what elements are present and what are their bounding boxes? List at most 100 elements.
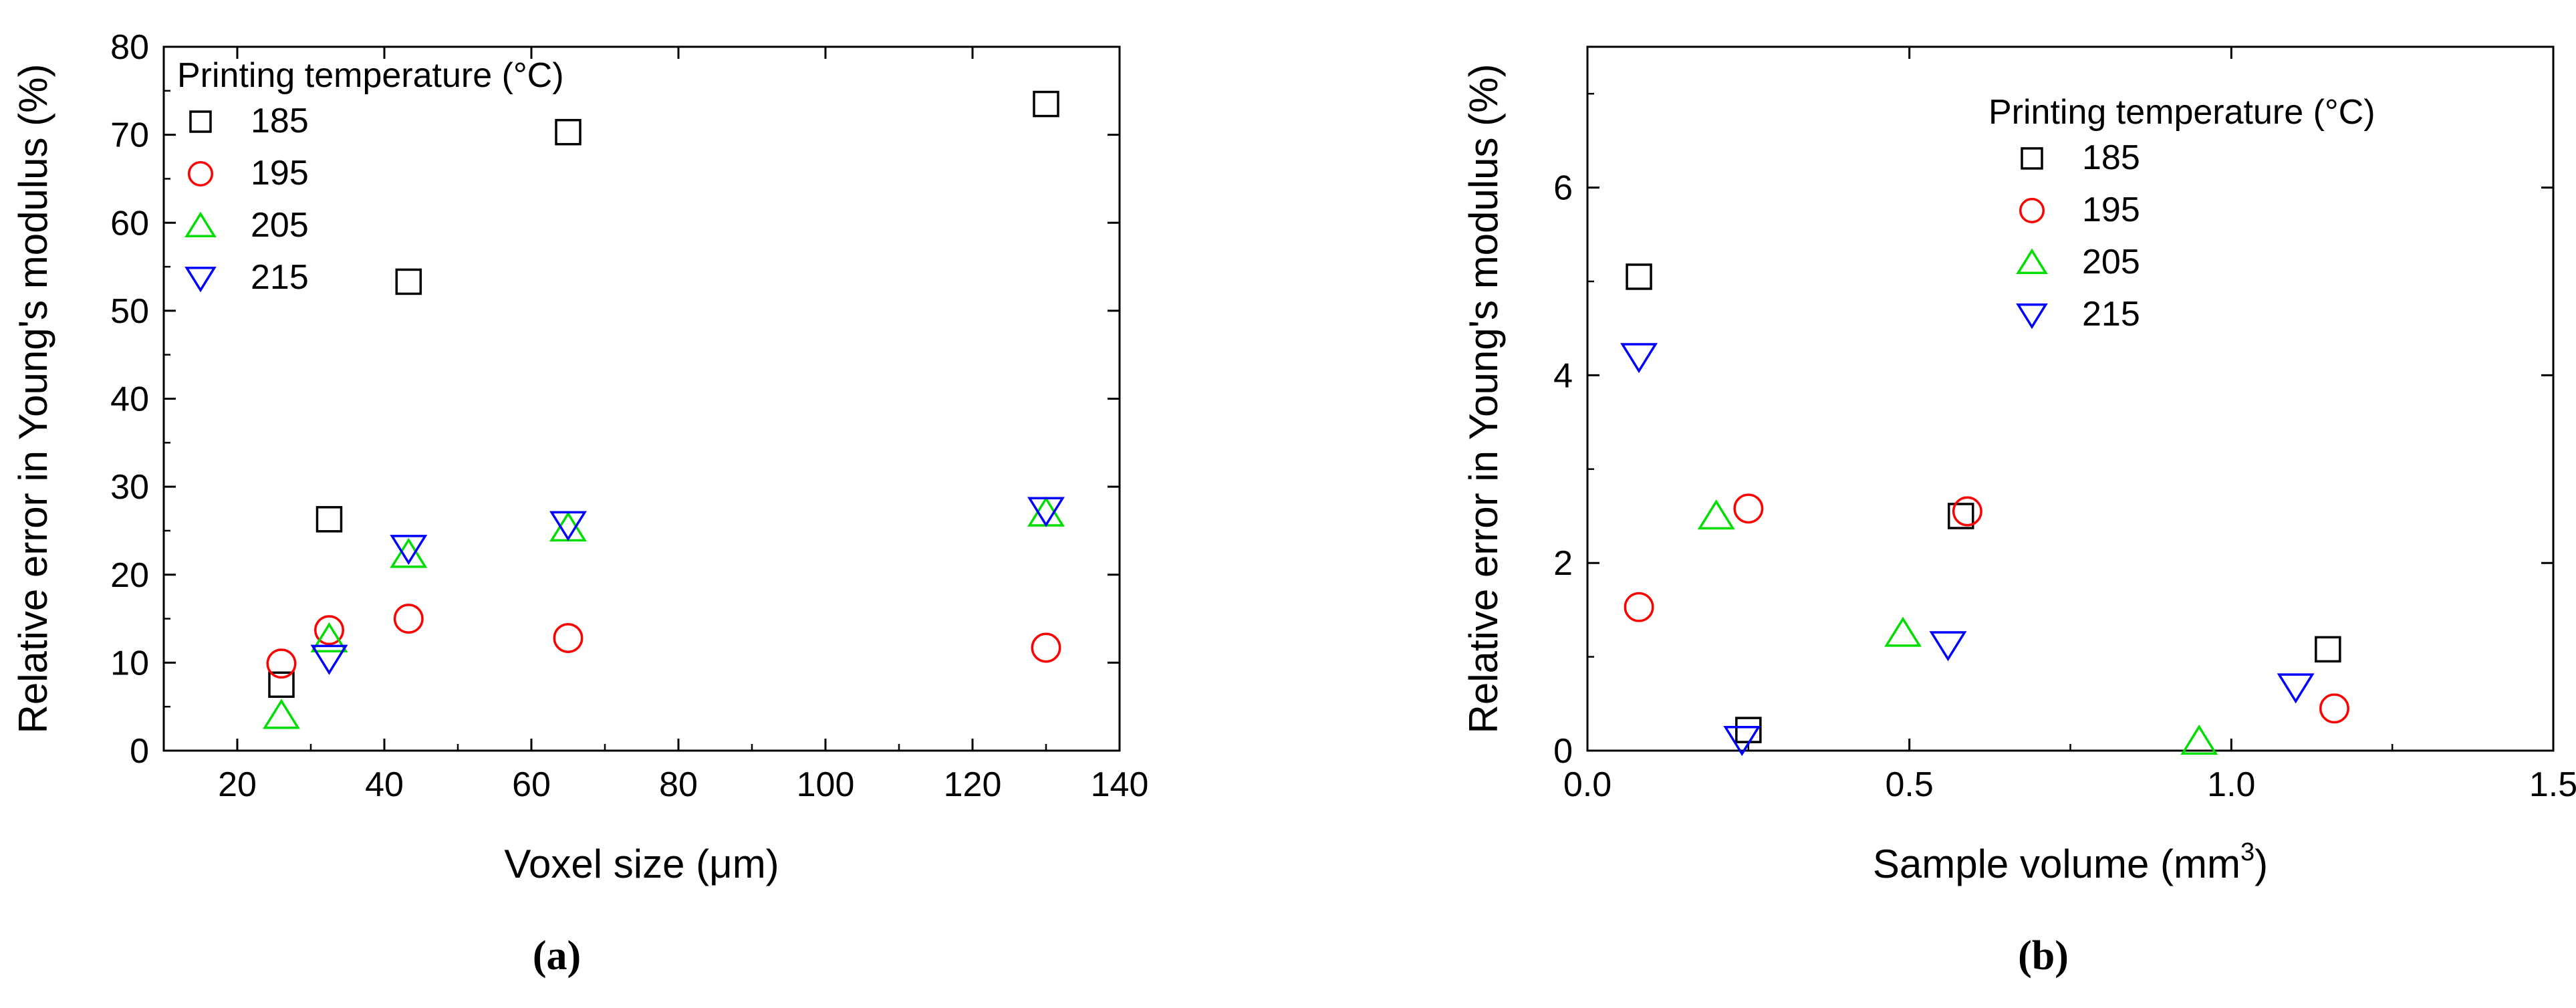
data-point: [1884, 616, 1922, 647]
chart-panel-a: 20 40 60 80 100 120 140 0 10 20 30 40 50 60 70 80 Voxel …: [11, 28, 1148, 979]
data-point: [1723, 726, 1761, 757]
x-tick-label: 60: [512, 765, 551, 804]
legend-marker-circle: [188, 161, 213, 186]
data-point: [1626, 263, 1652, 290]
series-195: [1624, 493, 2349, 724]
y-tick-label: 0: [130, 732, 149, 771]
y-tick-label: 4: [1553, 356, 1573, 395]
data-point: [266, 648, 297, 679]
data-point: [268, 671, 295, 699]
legend-marker-triangle-down: [2016, 303, 2048, 330]
data-point: [1697, 499, 1735, 530]
y-tick-label: 30: [110, 468, 149, 507]
data-point: [1027, 496, 1065, 527]
data-point: [1947, 503, 1974, 529]
data-point: [555, 118, 582, 146]
legend-item: 195: [188, 154, 309, 193]
legend-marker-square: [2021, 147, 2043, 170]
data-point: [310, 644, 348, 675]
x-tick-label: 0.0: [1563, 765, 1612, 804]
series-215: [1620, 343, 2315, 757]
data-point: [1027, 497, 1065, 527]
y-tick-label: 20: [110, 556, 149, 595]
legend-item: 185: [2021, 138, 2140, 177]
y-tick-label: 70: [110, 116, 149, 155]
y-tick-label: 50: [110, 292, 149, 331]
legend-label: 185: [2082, 138, 2140, 177]
data-point: [553, 623, 584, 653]
legend-label: 195: [2082, 191, 2140, 229]
data-point: [314, 615, 344, 646]
legend-label: 195: [251, 154, 309, 193]
y-tick-label: 40: [110, 380, 149, 419]
legend-marker-square: [189, 110, 212, 133]
data-point: [549, 511, 587, 541]
data-point: [2315, 636, 2341, 663]
y-tick-label: 0: [1553, 732, 1573, 771]
x-tick-label: 0.5: [1886, 765, 1934, 804]
data-point: [310, 622, 348, 652]
data-point: [2277, 673, 2315, 704]
legend-item: 215: [2016, 295, 2140, 334]
legend-item: 195: [2019, 191, 2140, 229]
legend-item: 205: [184, 206, 309, 245]
legend-item: 215: [184, 258, 309, 297]
x-tick-label: 40: [365, 765, 404, 804]
y-tick-label: 60: [110, 204, 149, 243]
data-point: [1031, 632, 1061, 663]
legend-label: 215: [251, 258, 309, 297]
data-point: [549, 511, 587, 542]
data-point: [390, 535, 428, 565]
legend-title: Printing temperature (°C): [1988, 93, 2375, 132]
y-axis-label: Relative error in Young's modulus (%): [1461, 64, 1506, 734]
y-tick-label: 10: [110, 644, 149, 682]
data-point: [390, 537, 428, 568]
x-tick-label: 80: [659, 765, 698, 804]
legend-item: 185: [189, 102, 309, 140]
y-tick-label: 2: [1553, 544, 1573, 583]
data-point: [395, 268, 422, 295]
panel-label: (a): [533, 933, 581, 979]
panel-label: (b): [2018, 933, 2069, 979]
data-point: [1952, 496, 1982, 527]
legend-item: 205: [2016, 243, 2140, 281]
data-point: [1929, 631, 1967, 662]
legend-marker-triangle-down: [184, 266, 217, 293]
series-215: [310, 497, 1065, 675]
x-tick-label: 1.5: [2529, 765, 2576, 804]
plot-frame: [1586, 45, 2555, 752]
x-tick-label: 140: [1091, 765, 1149, 804]
legend: Printing temperature (°C) 185 195 205 215: [177, 56, 564, 297]
series-205: [1697, 499, 2218, 755]
legend-label: 215: [2082, 295, 2140, 334]
x-tick-label: 120: [944, 765, 1002, 804]
series-185: [268, 90, 1059, 699]
series-185: [1626, 263, 2341, 743]
x-axis-label: Voxel size (μm): [504, 842, 779, 886]
legend: Printing temperature (°C) 185 195 205 215: [1988, 93, 2375, 334]
data-point: [1624, 592, 1654, 622]
x-axis-label: Sample volume (mm3): [1873, 838, 2268, 886]
legend-marker-circle: [2019, 198, 2045, 223]
y-tick-label: 6: [1553, 169, 1573, 208]
x-tick-label: 1.0: [2207, 765, 2255, 804]
legend-label: 205: [251, 206, 309, 245]
data-point: [1033, 90, 1059, 118]
legend-title: Printing temperature (°C): [177, 56, 564, 95]
data-point: [393, 604, 424, 634]
data-point: [315, 506, 343, 533]
x-tick-label: 20: [218, 765, 257, 804]
series-195: [266, 604, 1061, 679]
y-axis-label: Relative error in Young's modulus (%): [11, 64, 55, 734]
data-point: [2319, 693, 2349, 724]
data-point: [1733, 493, 1764, 524]
data-point: [2180, 725, 2218, 755]
y-tick-label: 80: [110, 28, 149, 67]
series-205: [263, 496, 1065, 729]
x-tick-label: 100: [797, 765, 855, 804]
chart-panel-b: 0.0 0.5 1.0 1.5 0 2 4 6 Sample volume (mm3) Relat…: [1461, 45, 2576, 979]
legend-label: 205: [2082, 243, 2140, 281]
plot-frame: [162, 45, 1121, 752]
legend-marker-triangle-up: [184, 211, 217, 238]
